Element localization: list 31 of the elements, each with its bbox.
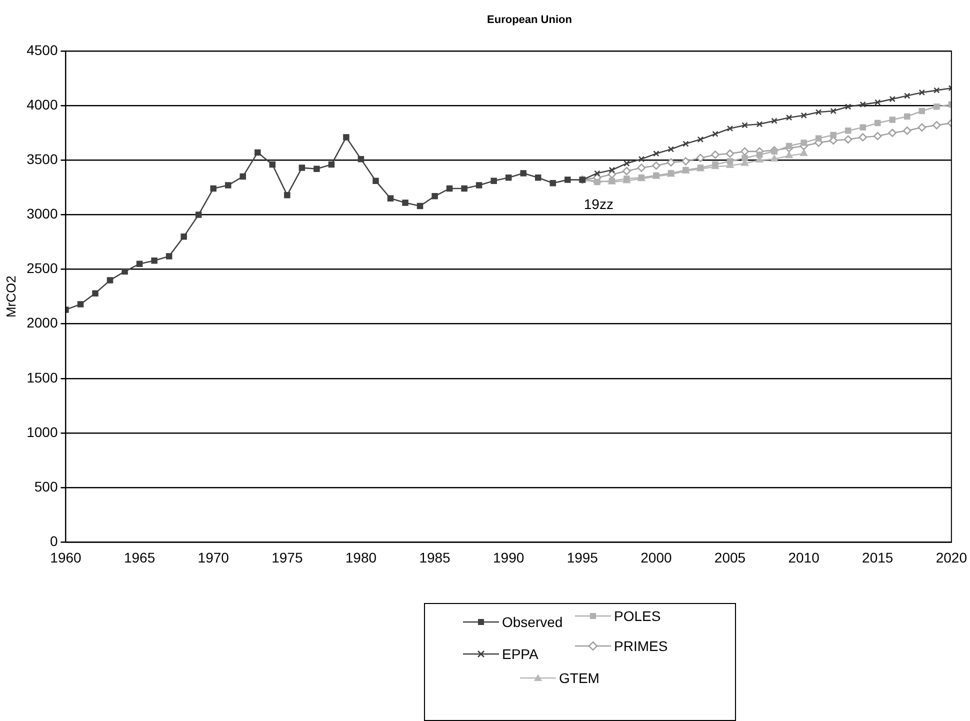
x-tick-label: 2000 <box>640 549 672 566</box>
y-tick-label: 3500 <box>26 151 58 168</box>
legend-label: Observed <box>502 614 563 630</box>
x-tick-label: 2015 <box>862 549 894 566</box>
y-tick-label: 4500 <box>26 42 58 58</box>
x-tick-label: 2020 <box>936 549 968 566</box>
x-tick-label: 1995 <box>566 549 598 566</box>
x-tick-label: 1965 <box>124 549 156 566</box>
annotation: 19zz <box>584 196 614 212</box>
y-tick-label: 500 <box>34 478 58 494</box>
chart-title: European Union <box>486 14 573 26</box>
x-tick-label: 1980 <box>345 549 377 566</box>
legend-label: EPPA <box>502 646 538 662</box>
y-tick-label: 3000 <box>26 206 58 222</box>
y-tick-label: 1500 <box>26 369 58 386</box>
y-axis-title: MrCO2 <box>3 276 18 318</box>
x-tick-label: 2010 <box>788 549 820 566</box>
x-tick-label: 2005 <box>714 549 746 566</box>
legend-label: POLES <box>614 608 661 624</box>
x-tick-label: 1970 <box>198 549 230 566</box>
legend-label: PRIMES <box>614 638 668 654</box>
y-tick-label: 0 <box>50 533 58 550</box>
x-tick-label: 1960 <box>50 549 82 566</box>
legend-label: GTEM <box>559 670 600 686</box>
y-tick-label: 2500 <box>26 260 58 276</box>
x-tick-label: 1990 <box>493 549 524 566</box>
x-tick-label: 1975 <box>272 549 303 566</box>
y-tick-label: 2000 <box>26 314 58 331</box>
y-tick-label: 4000 <box>26 96 58 112</box>
x-tick-label: 1985 <box>419 549 451 566</box>
y-tick-label: 1000 <box>26 424 58 440</box>
